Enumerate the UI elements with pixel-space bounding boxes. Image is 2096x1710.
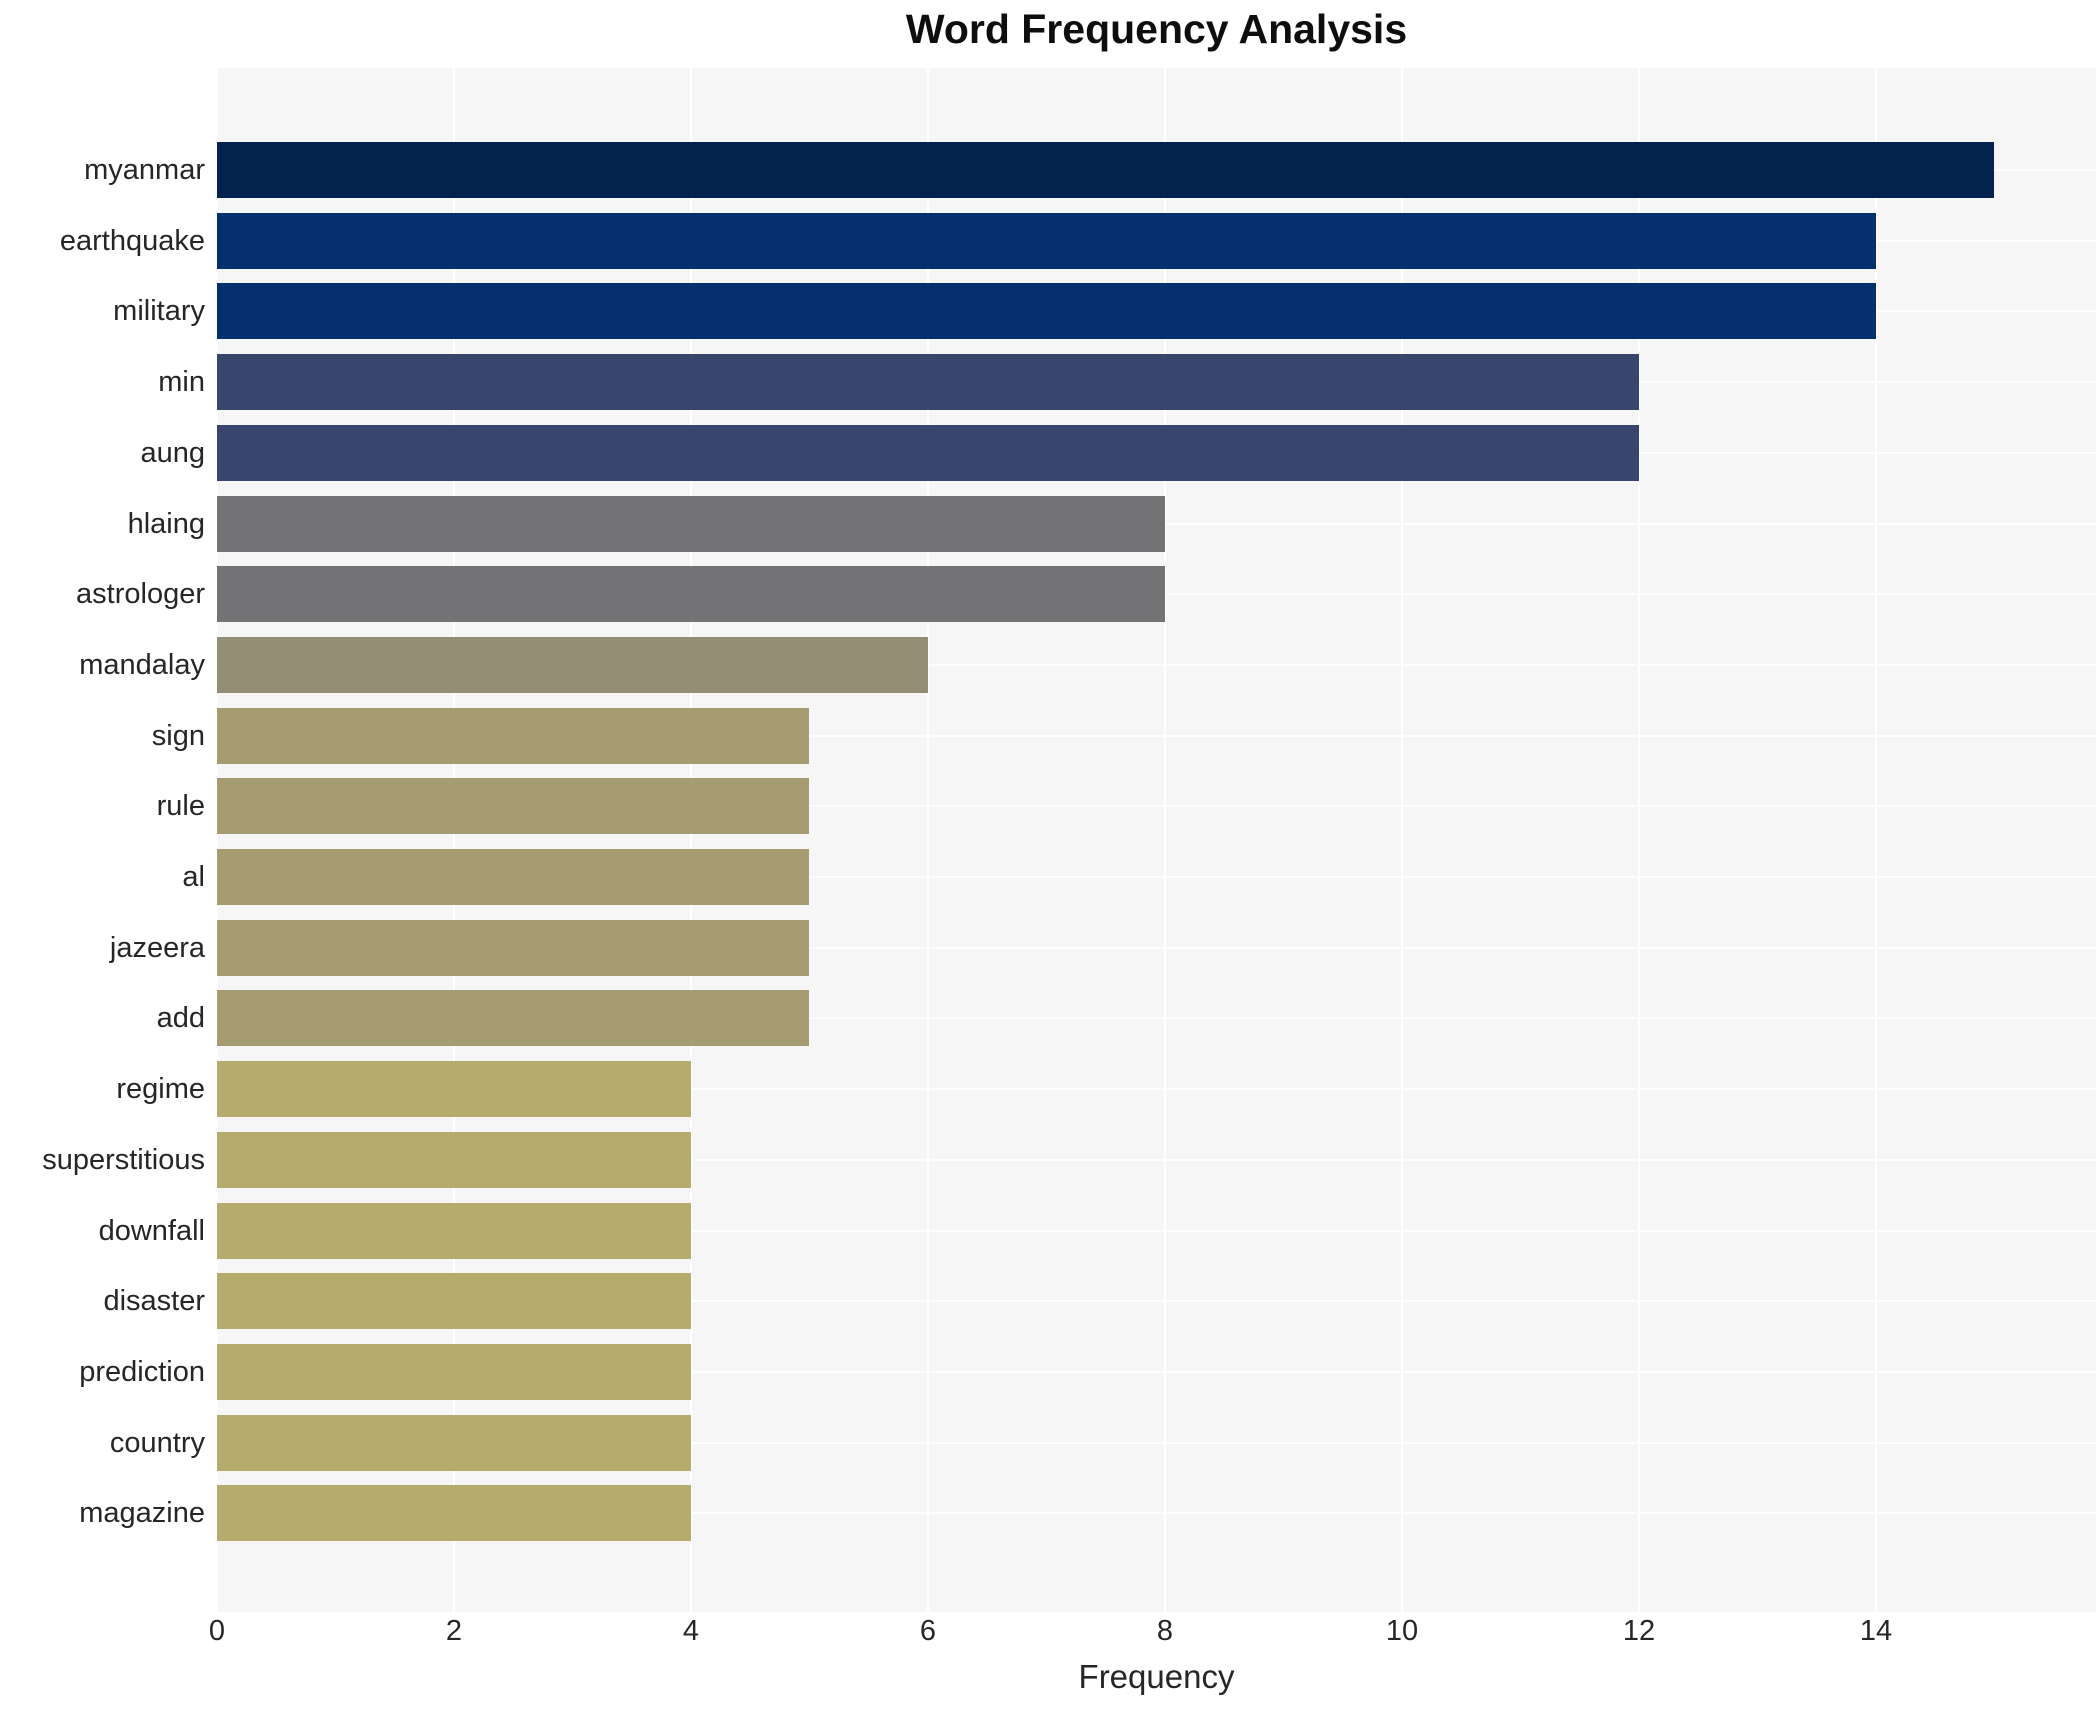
bar-rule: [217, 778, 809, 834]
y-label-prediction: prediction: [79, 1356, 205, 1388]
gridline-vertical: [1875, 68, 1877, 1612]
bar-min: [217, 354, 1639, 410]
gridline-horizontal: [217, 1230, 2096, 1232]
y-label-add: add: [156, 1002, 205, 1034]
gridline-horizontal: [217, 1088, 2096, 1090]
bar-sign: [217, 708, 809, 764]
bar-astrologer: [217, 566, 1165, 622]
y-label-aung: aung: [140, 437, 205, 469]
x-axis-tick-labels: 0 2 4 6 8 10 12 14: [0, 1614, 2096, 1650]
x-tick-10: 10: [1385, 1615, 1419, 1647]
y-label-min: min: [158, 366, 205, 398]
x-axis-title: Frequency: [1078, 1658, 1235, 1695]
bar-military: [217, 283, 1876, 339]
y-label-sign: sign: [151, 720, 205, 752]
bar-al: [217, 849, 809, 905]
y-label-downfall: downfall: [98, 1215, 205, 1247]
gridline-horizontal: [217, 876, 2096, 878]
gridline-vertical: [453, 68, 455, 1612]
bar-magazine: [217, 1485, 691, 1541]
gridline-horizontal: [217, 1159, 2096, 1161]
bar-disaster: [217, 1273, 691, 1329]
gridline-horizontal: [217, 1371, 2096, 1373]
y-label-hlaing: hlaing: [127, 508, 205, 540]
bar-superstitious: [217, 1132, 691, 1188]
gridline-vertical: [690, 68, 692, 1612]
gridline-horizontal: [217, 947, 2096, 949]
plot-area: [217, 68, 2096, 1612]
bar-hlaing: [217, 496, 1165, 552]
gridline-horizontal: [217, 1017, 2096, 1019]
gridline-horizontal: [217, 805, 2096, 807]
bar-prediction: [217, 1344, 691, 1400]
bar-country: [217, 1415, 691, 1471]
bar-downfall: [217, 1203, 691, 1259]
gridline-vertical: [1638, 68, 1640, 1612]
y-label-jazeera: jazeera: [109, 932, 205, 964]
y-label-earthquake: earthquake: [59, 225, 205, 257]
bar-myanmar: [217, 142, 1994, 198]
gridline-horizontal: [217, 1300, 2096, 1302]
y-label-mandalay: mandalay: [79, 649, 205, 681]
gridline-horizontal: [217, 735, 2096, 737]
x-tick-4: 4: [682, 1615, 700, 1647]
bar-regime: [217, 1061, 691, 1117]
y-label-regime: regime: [116, 1073, 205, 1105]
x-tick-14: 14: [1859, 1615, 1893, 1647]
y-label-magazine: magazine: [79, 1497, 205, 1529]
y-label-astrologer: astrologer: [76, 578, 205, 610]
y-axis-labels: myanmar earthquake military min aung hlaing as…: [0, 68, 205, 1612]
bar-earthquake: [217, 213, 1876, 269]
gridline-horizontal: [217, 1512, 2096, 1514]
y-label-myanmar: myanmar: [84, 154, 205, 186]
x-tick-2: 2: [445, 1615, 463, 1647]
x-tick-0: 0: [208, 1615, 226, 1647]
y-label-al: al: [182, 861, 205, 893]
x-tick-12: 12: [1622, 1615, 1656, 1647]
gridline-vertical: [927, 68, 929, 1612]
x-tick-6: 6: [919, 1615, 937, 1647]
gridline-vertical: [217, 68, 218, 1612]
bar-mandalay: [217, 637, 928, 693]
x-tick-8: 8: [1156, 1615, 1174, 1647]
chart-title: Word Frequency Analysis: [905, 6, 1408, 52]
y-label-rule: rule: [156, 790, 205, 822]
y-label-disaster: disaster: [103, 1285, 205, 1317]
bar-aung: [217, 425, 1639, 481]
gridline-horizontal: [217, 1442, 2096, 1444]
gridline-vertical: [1401, 68, 1403, 1612]
bar-add: [217, 990, 809, 1046]
y-label-country: country: [109, 1427, 205, 1459]
bar-jazeera: [217, 920, 809, 976]
gridline-vertical: [1164, 68, 1166, 1612]
y-label-military: military: [113, 295, 205, 327]
gridline-horizontal: [217, 664, 2096, 666]
y-label-superstitious: superstitious: [42, 1144, 205, 1176]
